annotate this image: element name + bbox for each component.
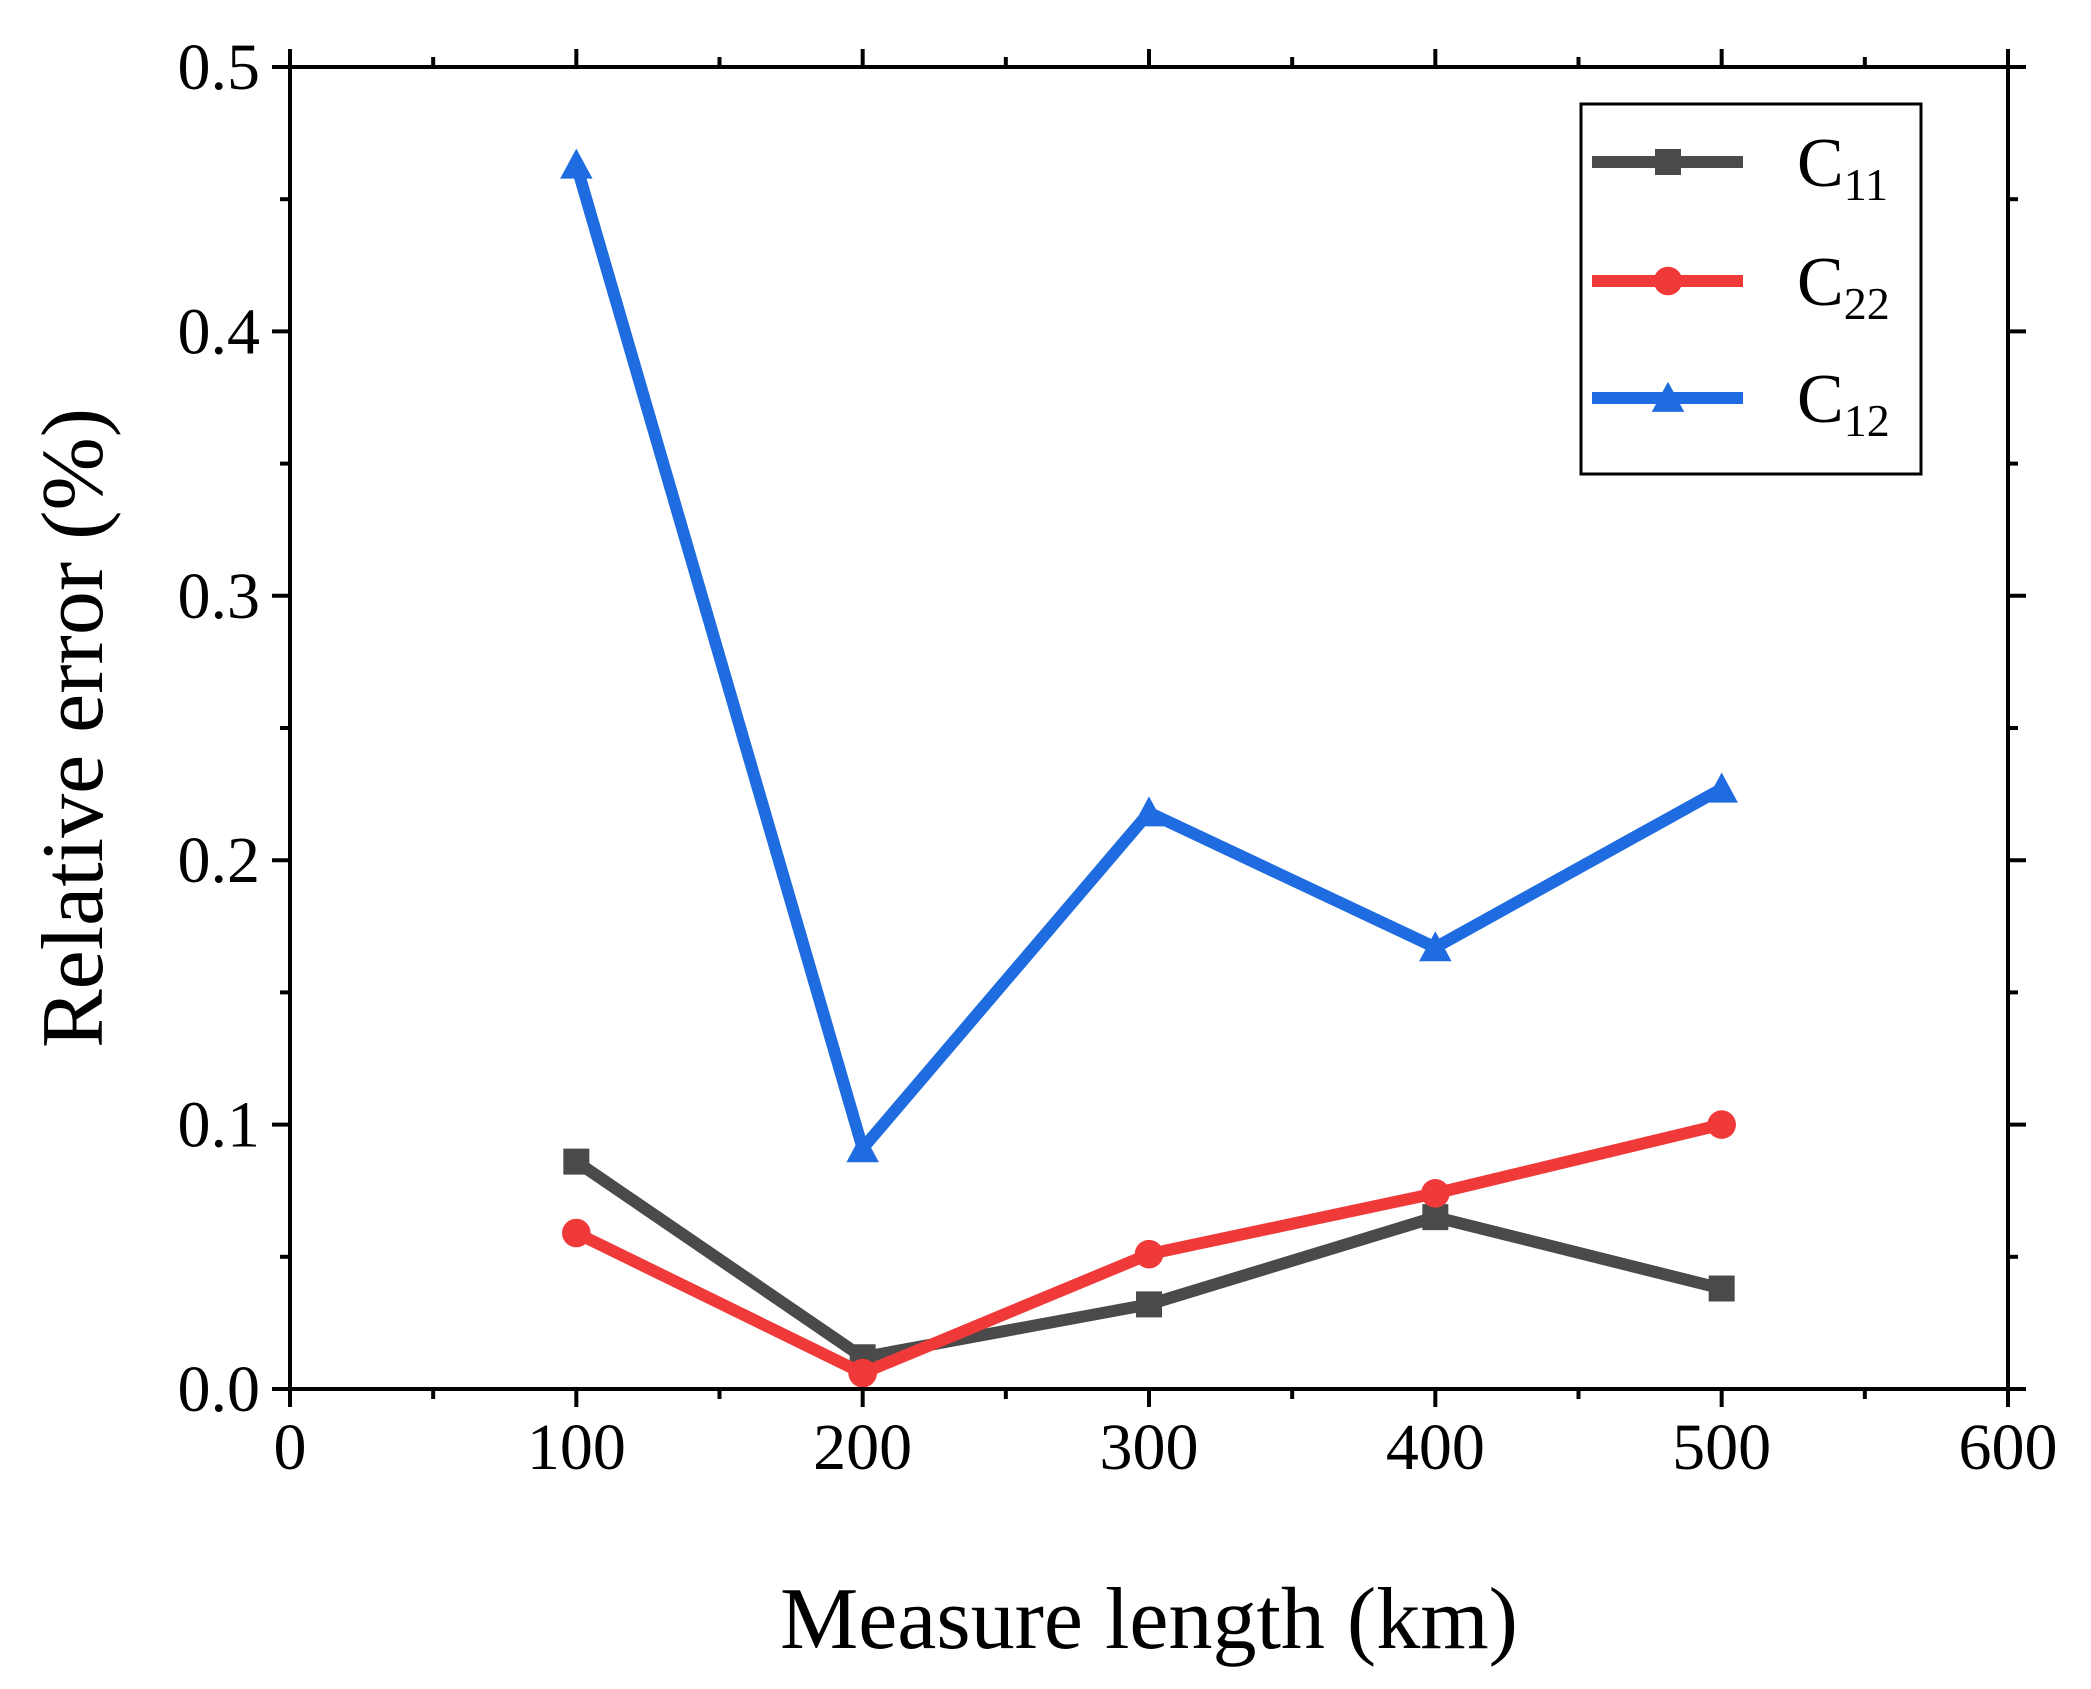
y-tick-label: 0.2 <box>178 824 261 897</box>
legend-label-subscript: 11 <box>1844 159 1888 210</box>
x-tick-label: 200 <box>813 1411 912 1484</box>
data-point-C12 <box>1419 931 1452 962</box>
data-point-C12 <box>1132 796 1166 827</box>
legend-label-C12: C12 <box>1797 361 1890 446</box>
x-tick-label: 600 <box>1959 1411 2058 1484</box>
x-tick-label: 400 <box>1386 1411 1485 1484</box>
legend-label-main: C <box>1797 361 1844 438</box>
x-tick-label: 0 <box>274 1411 307 1484</box>
data-point-C11 <box>563 1148 590 1175</box>
legend-label-C22: C22 <box>1797 244 1890 329</box>
y-axis-title: Relative error (%) <box>25 408 122 1048</box>
legend-marker-C12 <box>1651 381 1685 412</box>
y-tick-label: 0.4 <box>178 295 261 368</box>
data-point-C12 <box>1705 772 1738 803</box>
data-point-C22 <box>1134 1239 1164 1269</box>
y-tick-label: 0.0 <box>178 1353 261 1426</box>
legend-marker-C11 <box>1655 149 1681 175</box>
data-point-C22 <box>1707 1110 1736 1139</box>
series-C11 <box>563 1148 1735 1371</box>
data-point-C11 <box>1136 1291 1162 1318</box>
series-line-C12 <box>570 163 1725 1161</box>
y-tick-label: 0.3 <box>178 560 261 633</box>
tick-labels: 0 100 200 300 400 500 600 0.0 0.1 0.2 0.3 0.4 0.5 <box>178 31 2058 1484</box>
x-tick-label: 300 <box>1100 1411 1199 1484</box>
data-point-C12 <box>560 148 593 179</box>
y-tick-label: 0.1 <box>178 1089 261 1162</box>
y-tick-label: 0.5 <box>178 31 261 104</box>
legend-label-main: C <box>1797 244 1844 321</box>
legend-label-subscript: 22 <box>1844 278 1890 329</box>
x-tick-label: 100 <box>527 1411 626 1484</box>
data-point-C11 <box>1422 1204 1449 1231</box>
series-layer <box>560 148 1738 1388</box>
data-point-C12 <box>846 1132 879 1163</box>
data-point-C11 <box>1708 1275 1735 1302</box>
legend-marker-C22 <box>1653 266 1683 296</box>
ticks-layer <box>272 49 2026 1407</box>
series-C22 <box>562 1110 1736 1388</box>
legend-label-main: C <box>1797 125 1844 202</box>
series-C12 <box>560 148 1738 1163</box>
data-point-C22 <box>848 1358 877 1388</box>
x-tick-label: 500 <box>1672 1411 1771 1484</box>
x-axis-title: Measure length (km) <box>780 1571 1518 1668</box>
data-point-C22 <box>562 1218 591 1248</box>
data-point-C22 <box>1421 1179 1450 1208</box>
legend-label-C11: C11 <box>1797 125 1888 210</box>
legend-label-subscript: 12 <box>1844 395 1890 446</box>
